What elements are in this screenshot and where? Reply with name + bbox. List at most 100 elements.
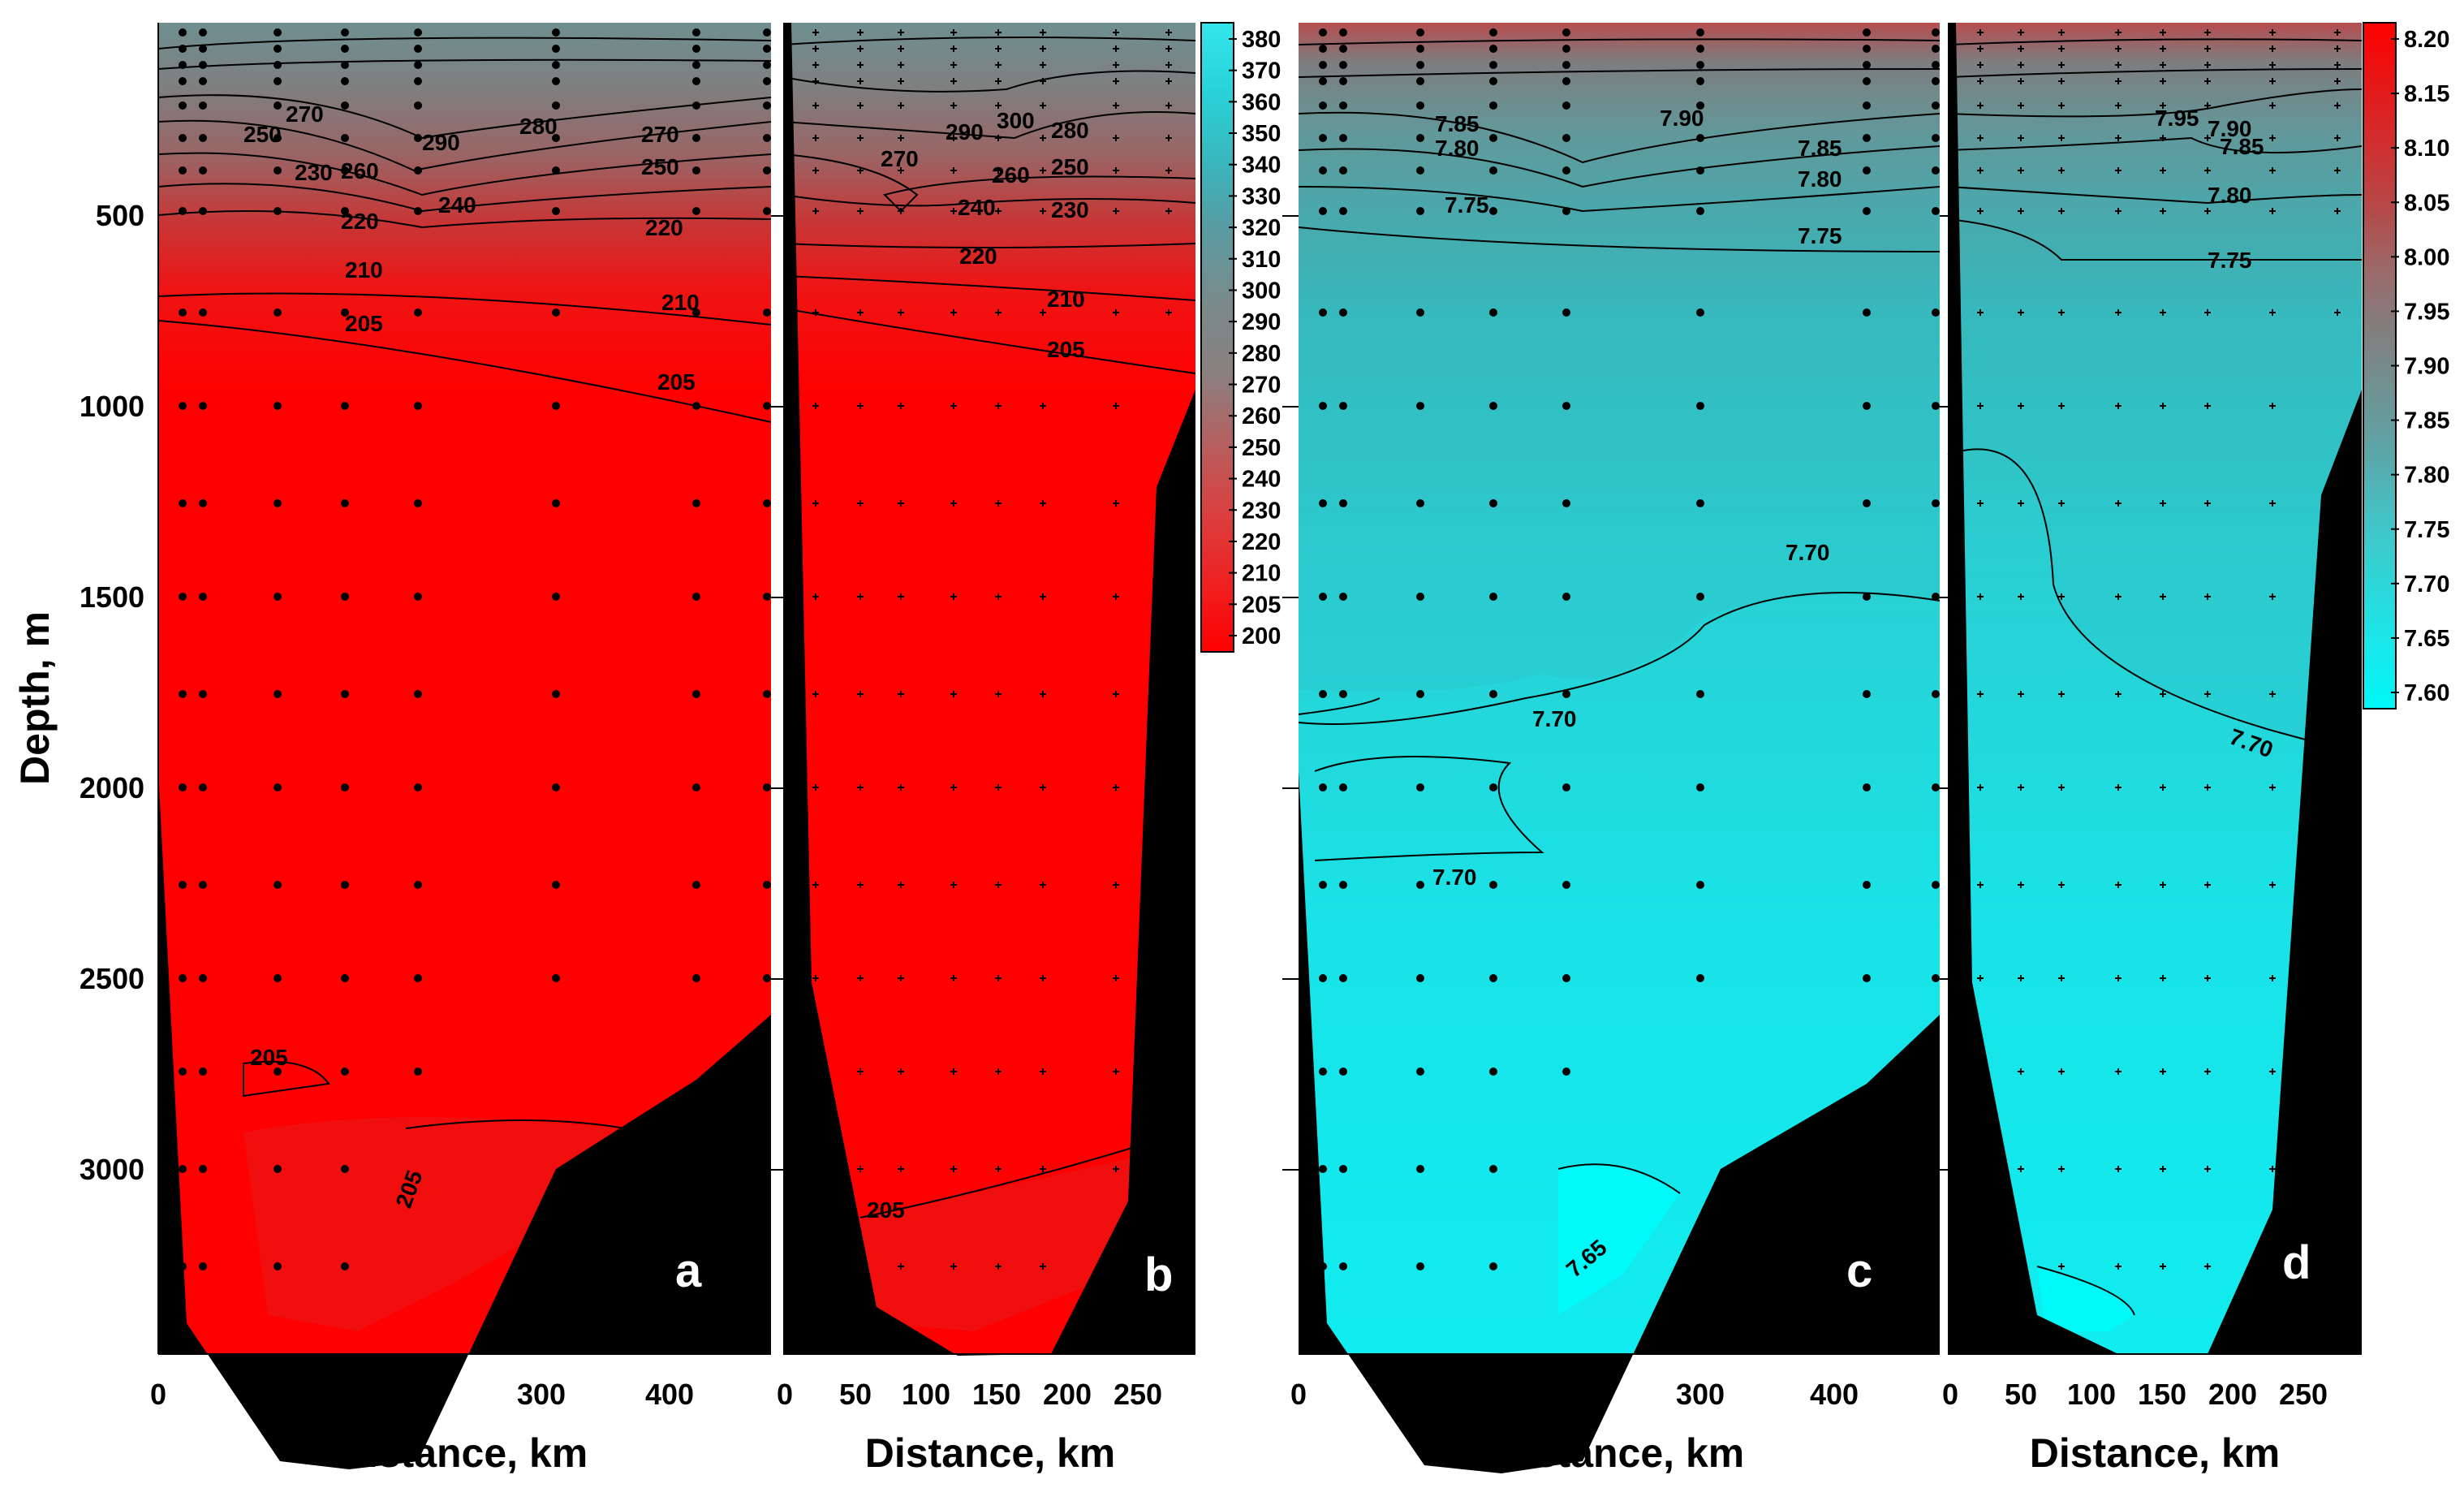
station-dot (414, 881, 422, 889)
station-cross (812, 135, 819, 141)
station-dot (763, 45, 771, 53)
station-dot (763, 101, 771, 110)
station-dot (1932, 77, 1940, 85)
station-cross (1113, 208, 1119, 214)
station-cross (995, 593, 1002, 600)
station-cross (1165, 102, 1172, 109)
station-cross (2058, 45, 2065, 52)
station-dot (1319, 690, 1327, 698)
station-cross (2058, 1068, 2065, 1075)
station-cross (2115, 500, 2122, 507)
station-dot (1562, 134, 1570, 142)
station-dot (1696, 28, 1704, 37)
station-dot (763, 783, 771, 791)
contour-label: 250 (243, 122, 282, 147)
station-cross (1040, 167, 1046, 174)
contour-label: 220 (645, 215, 683, 240)
colorbar-label: 380 (1242, 27, 1281, 53)
station-dot (1489, 61, 1497, 69)
station-dot (763, 166, 771, 175)
station-cross (995, 45, 1002, 52)
x-tick-label: 200 (1043, 1378, 1092, 1411)
contour-label: 290 (946, 119, 984, 144)
station-dot (199, 45, 207, 53)
contour-label: 280 (519, 114, 558, 139)
station-cross (2160, 1068, 2166, 1075)
station-dot (274, 45, 282, 53)
station-cross (2115, 102, 2122, 109)
depth-tick-label: 1000 (80, 390, 144, 423)
station-dot (1863, 499, 1871, 507)
station-dot (199, 881, 207, 889)
station-cross (1977, 975, 1984, 981)
station-dot (1696, 499, 1704, 507)
contour-label: 7.75 (1445, 192, 1489, 218)
station-cross (995, 1166, 1002, 1172)
colorbar-label: 205 (1242, 592, 1281, 618)
station-cross (2160, 691, 2166, 697)
distance-axis-title-a: Distance, km (338, 1430, 588, 1476)
station-dot (1416, 783, 1424, 791)
station-dot (179, 134, 187, 142)
station-cross (898, 167, 904, 174)
station-cross (2269, 135, 2276, 141)
contour-label: 205 (345, 311, 383, 336)
station-dot (1319, 499, 1327, 507)
station-cross (995, 135, 1002, 141)
station-dot (1863, 134, 1871, 142)
station-dot (763, 593, 771, 601)
contour-label: 290 (422, 130, 460, 155)
station-cross (812, 78, 819, 84)
station-dot (1339, 166, 1347, 175)
colorbar-label: 7.85 (2404, 408, 2449, 434)
station-cross (2115, 784, 2122, 791)
station-cross (2269, 167, 2276, 174)
x-tick-label: 150 (2138, 1378, 2186, 1411)
station-cross (2018, 167, 2024, 174)
station-cross (1977, 500, 1984, 507)
contour-label: 240 (958, 195, 996, 220)
station-dot (692, 881, 700, 889)
station-dot (274, 783, 282, 791)
station-dot (1932, 308, 1940, 317)
station-dot (1932, 207, 1940, 215)
colorbar-label: 280 (1242, 341, 1281, 367)
station-dot (1696, 308, 1704, 317)
station-cross (1113, 882, 1119, 888)
station-dot (179, 1165, 187, 1173)
station-dot (179, 1067, 187, 1076)
contour-label: 270 (641, 122, 679, 147)
station-dot (763, 134, 771, 142)
station-cross (2269, 500, 2276, 507)
colorbar-label: 7.80 (2404, 463, 2449, 489)
station-cross (2269, 102, 2276, 109)
station-cross (2115, 691, 2122, 697)
station-dot (1562, 974, 1570, 982)
station-dot (692, 101, 700, 110)
station-dot (414, 974, 422, 982)
station-cross (857, 691, 864, 697)
station-cross (857, 1068, 864, 1075)
station-cross (2115, 975, 2122, 981)
station-dot (341, 101, 349, 110)
station-dot (274, 101, 282, 110)
station-dot (341, 28, 349, 37)
panel-letter-d: d (2282, 1236, 2311, 1289)
station-cross (2018, 1068, 2024, 1075)
contour-label: 7.90 (1660, 106, 1704, 131)
station-dot (1932, 499, 1940, 507)
station-cross (1113, 167, 1119, 174)
station-cross (1040, 593, 1046, 600)
station-dot (552, 207, 560, 215)
contour-label: 270 (881, 146, 919, 171)
colorbar-label: 220 (1242, 529, 1281, 555)
station-cross (1977, 1068, 1984, 1075)
contour-label: 240 (438, 192, 476, 218)
contour-label: 7.85 (1435, 111, 1480, 136)
panel-c: 7.85 7.90 7.85 7.80 7.80 7.75 7.75 7.70 … (1298, 23, 1941, 1473)
station-dot (1863, 45, 1871, 53)
station-dot (1339, 690, 1347, 698)
station-dot (1319, 974, 1327, 982)
panel-b-seafloor (783, 23, 1195, 1356)
station-cross (2269, 691, 2276, 697)
